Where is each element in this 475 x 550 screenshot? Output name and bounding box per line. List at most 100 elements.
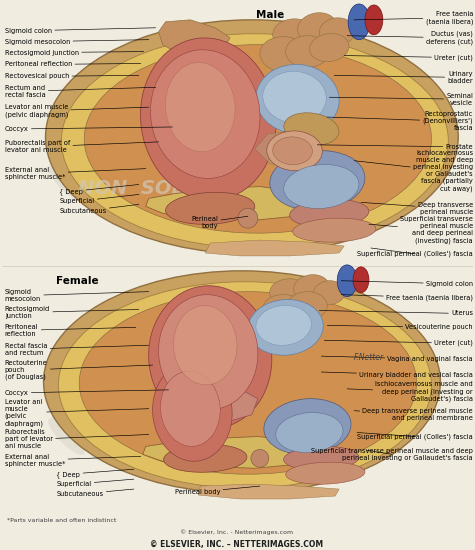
Ellipse shape	[310, 34, 349, 62]
Ellipse shape	[79, 292, 417, 474]
Text: Rectosigmoid junction: Rectosigmoid junction	[5, 50, 144, 56]
Text: Ureter (cut): Ureter (cut)	[324, 340, 473, 346]
Text: { Deep: { Deep	[59, 184, 139, 195]
Ellipse shape	[173, 306, 237, 385]
Ellipse shape	[298, 13, 337, 43]
Ellipse shape	[260, 37, 309, 73]
Text: Levator ani muscle
(pelvic diaphragm): Levator ani muscle (pelvic diaphragm)	[5, 104, 149, 118]
Text: Subcutaneous: Subcutaneous	[59, 205, 139, 214]
Ellipse shape	[251, 449, 269, 468]
Ellipse shape	[84, 45, 431, 233]
Text: Rectum and
rectal fascia: Rectum and rectal fascia	[5, 85, 156, 98]
Ellipse shape	[51, 155, 111, 173]
Text: Ductus (vas)
deferens (cut): Ductus (vas) deferens (cut)	[347, 31, 473, 45]
Ellipse shape	[263, 295, 306, 324]
Ellipse shape	[46, 20, 458, 254]
Text: External anal
sphincter muscle*: External anal sphincter muscle*	[5, 454, 141, 467]
Polygon shape	[146, 186, 309, 220]
Ellipse shape	[51, 408, 111, 426]
Text: Urinary
bladder: Urinary bladder	[334, 71, 473, 84]
Text: Sigmoid colon: Sigmoid colon	[341, 280, 473, 287]
Text: Rectoprostatic
(Denonvilliers')
fascia: Rectoprostatic (Denonvilliers') fascia	[327, 111, 473, 131]
Text: Vagina and vaginal fascia: Vagina and vaginal fascia	[321, 356, 473, 362]
Polygon shape	[182, 385, 258, 422]
Ellipse shape	[319, 18, 355, 46]
Text: Male: Male	[256, 10, 284, 20]
Text: Free taenia
(taenia libera): Free taenia (taenia libera)	[354, 11, 473, 25]
Ellipse shape	[238, 208, 258, 228]
Ellipse shape	[149, 286, 272, 428]
Ellipse shape	[353, 267, 369, 293]
Text: Sigmoid mesocolon: Sigmoid mesocolon	[5, 39, 149, 45]
Ellipse shape	[337, 265, 357, 296]
Ellipse shape	[141, 38, 276, 200]
Text: NON  SOLU: NON SOLU	[78, 179, 199, 198]
Ellipse shape	[61, 34, 448, 248]
Text: © ELSEVIER, INC. – NETTERIMAGES.COM: © ELSEVIER, INC. – NETTERIMAGES.COM	[151, 540, 323, 549]
Text: Peritoneal
reflection: Peritoneal reflection	[5, 324, 136, 337]
Text: Rectal fascia
and rectum: Rectal fascia and rectum	[5, 343, 149, 356]
Text: © Elsevier, Inc. - Netterimages.com: © Elsevier, Inc. - Netterimages.com	[180, 530, 294, 535]
Text: Seminal
vesicle: Seminal vesicle	[329, 93, 473, 106]
Ellipse shape	[68, 172, 110, 189]
Text: Superficial transverse
perineal muscle
and deep perineal
(investing) fascia: Superficial transverse perineal muscle a…	[369, 216, 473, 244]
Text: Rectouterine
pouch
(of Douglas): Rectouterine pouch (of Douglas)	[5, 360, 152, 380]
Text: Subcutaneous: Subcutaneous	[57, 489, 134, 497]
Ellipse shape	[52, 381, 101, 412]
Ellipse shape	[270, 279, 309, 306]
Text: Vesicouterine pouch: Vesicouterine pouch	[327, 324, 473, 331]
Text: Perineal
body: Perineal body	[191, 216, 248, 229]
Text: Rectovesical pouch: Rectovesical pouch	[5, 73, 139, 79]
Ellipse shape	[256, 305, 311, 345]
Ellipse shape	[284, 447, 359, 470]
Polygon shape	[159, 20, 230, 59]
Text: Coccyx: Coccyx	[5, 390, 169, 396]
Ellipse shape	[273, 137, 313, 164]
Ellipse shape	[263, 72, 326, 123]
Text: Superficial perineal (Colles') fascia: Superficial perineal (Colles') fascia	[357, 248, 473, 257]
Polygon shape	[205, 240, 344, 256]
Ellipse shape	[248, 300, 323, 355]
Ellipse shape	[270, 151, 365, 211]
Text: Rectosigmoid
junction: Rectosigmoid junction	[5, 306, 139, 319]
Text: Ischiocavernosus muscle and
deep perineal (investing or
Gallaudet's) fascia: Ischiocavernosus muscle and deep perinea…	[347, 381, 473, 403]
Ellipse shape	[348, 4, 370, 40]
Text: Urinary bladder and vesical fascia: Urinary bladder and vesical fascia	[321, 372, 473, 378]
Ellipse shape	[293, 218, 376, 242]
Ellipse shape	[48, 418, 85, 455]
Ellipse shape	[166, 192, 255, 224]
Ellipse shape	[264, 399, 351, 454]
Text: Deep transverse perineal muscle
and perineal membrane: Deep transverse perineal muscle and peri…	[354, 408, 473, 421]
Text: Coccyx: Coccyx	[5, 126, 172, 132]
Text: Peritoneal reflection: Peritoneal reflection	[5, 62, 141, 68]
Ellipse shape	[48, 165, 85, 202]
Ellipse shape	[159, 295, 258, 410]
Text: Perineal body: Perineal body	[175, 486, 260, 495]
Text: Superficial: Superficial	[59, 195, 139, 205]
Ellipse shape	[365, 5, 383, 35]
Text: Superficial perineal (Colles') fascia: Superficial perineal (Colles') fascia	[357, 432, 473, 440]
Ellipse shape	[161, 371, 220, 447]
Ellipse shape	[152, 362, 232, 461]
Ellipse shape	[284, 164, 359, 208]
Ellipse shape	[273, 19, 316, 51]
Ellipse shape	[287, 292, 327, 320]
Text: Ureter (cut): Ureter (cut)	[344, 54, 473, 61]
Ellipse shape	[290, 199, 369, 227]
Ellipse shape	[52, 128, 101, 160]
Ellipse shape	[163, 444, 247, 472]
Text: Superficial: Superficial	[57, 479, 134, 487]
Ellipse shape	[200, 359, 260, 391]
Polygon shape	[199, 484, 339, 499]
Ellipse shape	[44, 271, 440, 493]
Ellipse shape	[165, 63, 235, 152]
Text: Sigmoid colon: Sigmoid colon	[5, 28, 156, 34]
Text: { Deep: { Deep	[57, 469, 134, 477]
Ellipse shape	[68, 426, 110, 443]
Ellipse shape	[294, 274, 329, 301]
Ellipse shape	[151, 50, 260, 178]
Text: Puborectalis
part of levator
ani muscle: Puborectalis part of levator ani muscle	[5, 430, 149, 449]
Text: Levator ani
muscle
(pelvic
diaphragm): Levator ani muscle (pelvic diaphragm)	[5, 399, 149, 427]
Ellipse shape	[285, 36, 329, 68]
Text: External anal
sphincter muscle*: External anal sphincter muscle*	[5, 167, 146, 180]
